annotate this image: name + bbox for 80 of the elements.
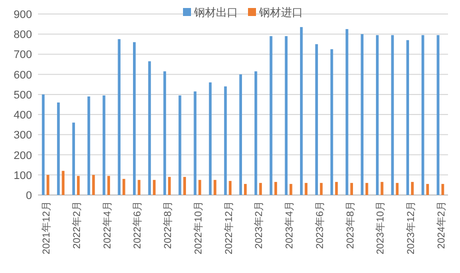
- x-tick-label: 2024年2月: [435, 201, 448, 249]
- bar: [441, 184, 444, 195]
- bar: [228, 180, 232, 195]
- y-tick-label: 500: [14, 89, 32, 102]
- bar: [92, 174, 95, 195]
- x-tick-label: 2023年2月: [253, 201, 266, 249]
- x-tick-label: 2022年10月: [192, 201, 204, 254]
- bar: [138, 180, 140, 195]
- legend-label: 钢材进口: [258, 6, 303, 19]
- x-tick-label: 2023年6月: [314, 201, 326, 249]
- bar: [259, 182, 262, 195]
- bar: [254, 71, 258, 195]
- bar: [300, 27, 303, 195]
- bar: [76, 176, 80, 195]
- bar: [198, 180, 202, 195]
- y-tick-label: 400: [14, 110, 32, 122]
- bar: [411, 182, 414, 195]
- y-tick-label: 300: [14, 130, 32, 142]
- bar: [350, 182, 354, 195]
- bar: [214, 180, 216, 195]
- bar: [132, 42, 136, 195]
- bar: [330, 49, 334, 195]
- bar: [118, 39, 121, 195]
- bar: [224, 86, 227, 195]
- bar: [178, 95, 182, 195]
- bar: [335, 182, 338, 195]
- bar: [194, 91, 196, 195]
- bar: [46, 174, 50, 195]
- bar: [274, 182, 278, 195]
- bar: [72, 122, 75, 195]
- bar: [391, 35, 394, 195]
- bar: [102, 95, 106, 195]
- bar: [396, 182, 399, 195]
- x-tick-label: 2022年6月: [132, 201, 144, 249]
- x-tick-label: 2021年12月: [40, 201, 53, 254]
- y-tick-label: 700: [14, 49, 32, 62]
- y-tick-label: 800: [14, 29, 32, 42]
- x-tick-label: 2023年8月: [344, 201, 356, 249]
- bar: [148, 61, 151, 195]
- bar: [62, 170, 64, 195]
- bar: [183, 176, 186, 195]
- x-tick-label: 2022年8月: [162, 201, 174, 249]
- x-tick-label: 2023年12月: [405, 201, 418, 254]
- y-tick-label: 100: [14, 170, 32, 182]
- bar: [270, 36, 272, 195]
- bar: [290, 184, 292, 195]
- bar: [87, 96, 90, 195]
- bar: [42, 94, 45, 195]
- x-tick-label: 2023年4月: [284, 201, 296, 249]
- bar: [315, 44, 318, 195]
- bar: [376, 35, 379, 195]
- bar: [284, 36, 288, 195]
- bar: [244, 184, 247, 195]
- bar: [107, 176, 110, 195]
- bar: [346, 29, 348, 195]
- x-tick-label: 2022年4月: [101, 201, 114, 249]
- bar: [168, 176, 171, 195]
- x-tick-label: 2023年10月: [374, 201, 387, 254]
- y-tick-label: 900: [14, 9, 32, 21]
- bar: [57, 102, 60, 195]
- bar: [320, 182, 323, 195]
- bar: [436, 35, 440, 195]
- bar: [152, 180, 156, 195]
- bar: [406, 40, 410, 195]
- y-tick-label: 600: [14, 69, 32, 82]
- y-tick-label: 200: [14, 150, 32, 162]
- bar: [422, 35, 424, 195]
- bar: [360, 34, 364, 195]
- bar: [426, 184, 429, 195]
- legend-label: 钢材出口: [193, 6, 238, 19]
- bar: [304, 182, 308, 195]
- bar: [208, 82, 212, 195]
- bar: [163, 71, 166, 195]
- x-tick-label: 2022年12月: [222, 201, 235, 254]
- bar: [122, 178, 126, 195]
- x-tick-label: 2022年2月: [70, 201, 83, 249]
- bar: [365, 182, 368, 195]
- y-tick-label: 0: [26, 190, 32, 202]
- bar: [380, 182, 384, 195]
- bar: [239, 74, 242, 195]
